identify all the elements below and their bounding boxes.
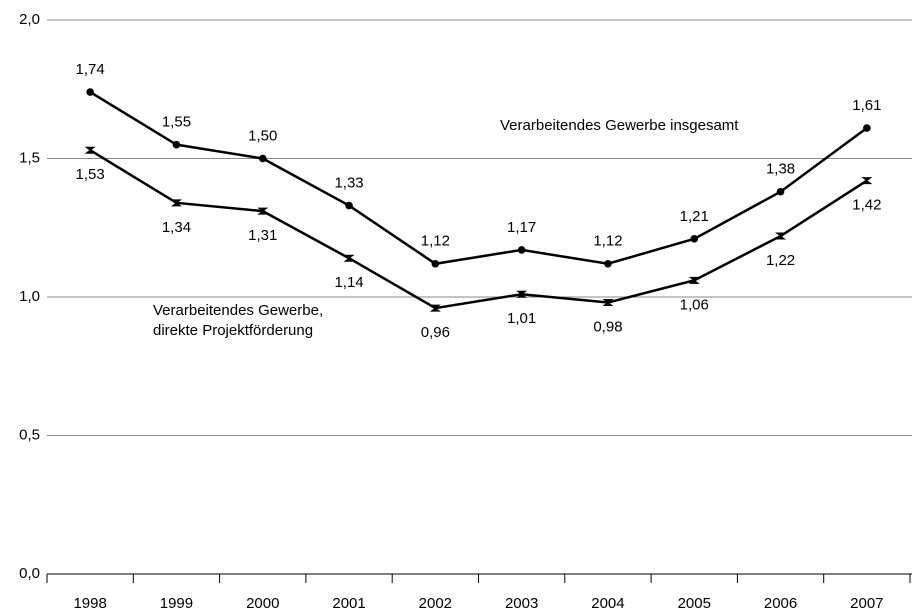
y-tick-label: 0,5	[19, 426, 40, 443]
marker	[345, 201, 353, 210]
marker	[861, 177, 873, 185]
x-tick-label: 2005	[678, 595, 711, 612]
data-label: 1,53	[76, 166, 105, 183]
data-label: 1,42	[852, 197, 881, 214]
marker	[172, 140, 181, 149]
series-annotation: Verarbeitendes Gewerbe insgesamt	[500, 117, 739, 134]
y-tick-label: 1,5	[19, 149, 40, 166]
x-tick-label: 2003	[505, 595, 538, 612]
data-label: 0,96	[421, 324, 450, 341]
data-label: 1,33	[334, 175, 363, 192]
data-label: 1,38	[766, 161, 795, 178]
marker	[343, 254, 355, 262]
marker	[775, 232, 787, 240]
marker	[258, 154, 267, 163]
marker	[516, 290, 528, 298]
series-annotation: Verarbeitendes Gewerbe, direkte Projektf…	[153, 302, 324, 339]
marker	[517, 246, 526, 254]
y-tick-label: 1,0	[19, 288, 40, 305]
data-label: 1,31	[248, 227, 277, 244]
x-tick-label: 2007	[850, 595, 883, 612]
line	[89, 149, 868, 310]
marker	[431, 259, 440, 268]
line	[89, 90, 868, 266]
data-label: 1,12	[421, 233, 450, 250]
x-tick-label: 2001	[332, 595, 365, 612]
data-label: 0,98	[593, 319, 622, 336]
marker	[84, 146, 96, 154]
x-tick-label: 2006	[764, 595, 797, 612]
marker	[86, 88, 94, 96]
data-label: 1,55	[162, 114, 191, 131]
marker	[170, 199, 182, 207]
data-label: 1,12	[593, 233, 622, 250]
data-label: 1,34	[162, 219, 191, 236]
y-tick-label: 0,0	[19, 565, 40, 582]
marker	[257, 207, 269, 215]
x-tick-label: 1999	[160, 595, 193, 612]
y-tick-label: 2,0	[19, 11, 40, 28]
data-label: 1,01	[507, 310, 536, 327]
x-tick-label: 2002	[419, 595, 452, 612]
data-label: 1,61	[852, 97, 881, 114]
marker	[776, 187, 785, 196]
data-label: 1,14	[334, 274, 363, 291]
data-label: 1,06	[680, 296, 709, 313]
x-tick-label: 1998	[73, 595, 106, 612]
data-label: 1,22	[766, 252, 795, 269]
marker	[863, 124, 871, 132]
x-tick-label: 2000	[246, 595, 279, 612]
data-label: 1,17	[507, 219, 536, 236]
marker	[602, 299, 614, 307]
marker	[604, 259, 612, 268]
data-label: 1,74	[76, 61, 105, 78]
x-tick-label: 2004	[591, 595, 624, 612]
marker	[688, 276, 700, 284]
data-label: 1,21	[680, 208, 709, 225]
data-label: 1,50	[248, 127, 277, 144]
marker	[429, 304, 441, 312]
marker	[690, 235, 699, 243]
